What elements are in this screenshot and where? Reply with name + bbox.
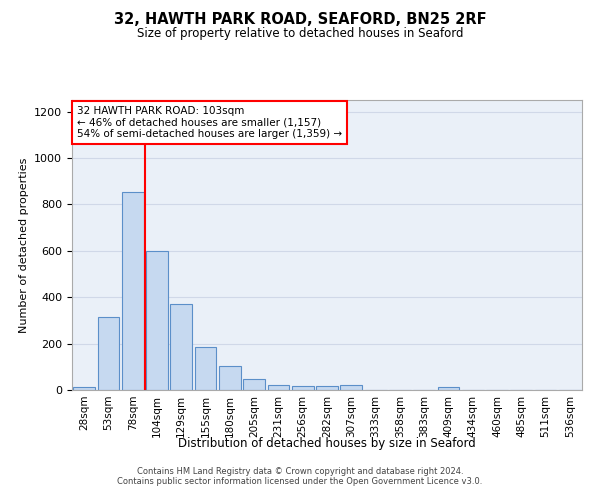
Text: 32 HAWTH PARK ROAD: 103sqm
← 46% of detached houses are smaller (1,157)
54% of s: 32 HAWTH PARK ROAD: 103sqm ← 46% of deta… <box>77 106 342 139</box>
Bar <box>340 386 362 390</box>
Bar <box>292 386 314 390</box>
Bar <box>219 366 241 390</box>
Bar <box>146 251 168 390</box>
Y-axis label: Number of detached properties: Number of detached properties <box>19 158 29 332</box>
Bar <box>268 386 289 390</box>
Text: Distribution of detached houses by size in Seaford: Distribution of detached houses by size … <box>178 438 476 450</box>
Bar <box>437 387 460 390</box>
Bar <box>194 347 217 390</box>
Bar <box>316 386 338 390</box>
Bar <box>243 379 265 390</box>
Bar <box>170 304 192 390</box>
Text: 32, HAWTH PARK ROAD, SEAFORD, BN25 2RF: 32, HAWTH PARK ROAD, SEAFORD, BN25 2RF <box>113 12 487 28</box>
Bar <box>97 317 119 390</box>
Text: Contains HM Land Registry data © Crown copyright and database right 2024.: Contains HM Land Registry data © Crown c… <box>137 468 463 476</box>
Bar <box>122 192 143 390</box>
Text: Size of property relative to detached houses in Seaford: Size of property relative to detached ho… <box>137 28 463 40</box>
Bar <box>73 386 95 390</box>
Text: Contains public sector information licensed under the Open Government Licence v3: Contains public sector information licen… <box>118 478 482 486</box>
